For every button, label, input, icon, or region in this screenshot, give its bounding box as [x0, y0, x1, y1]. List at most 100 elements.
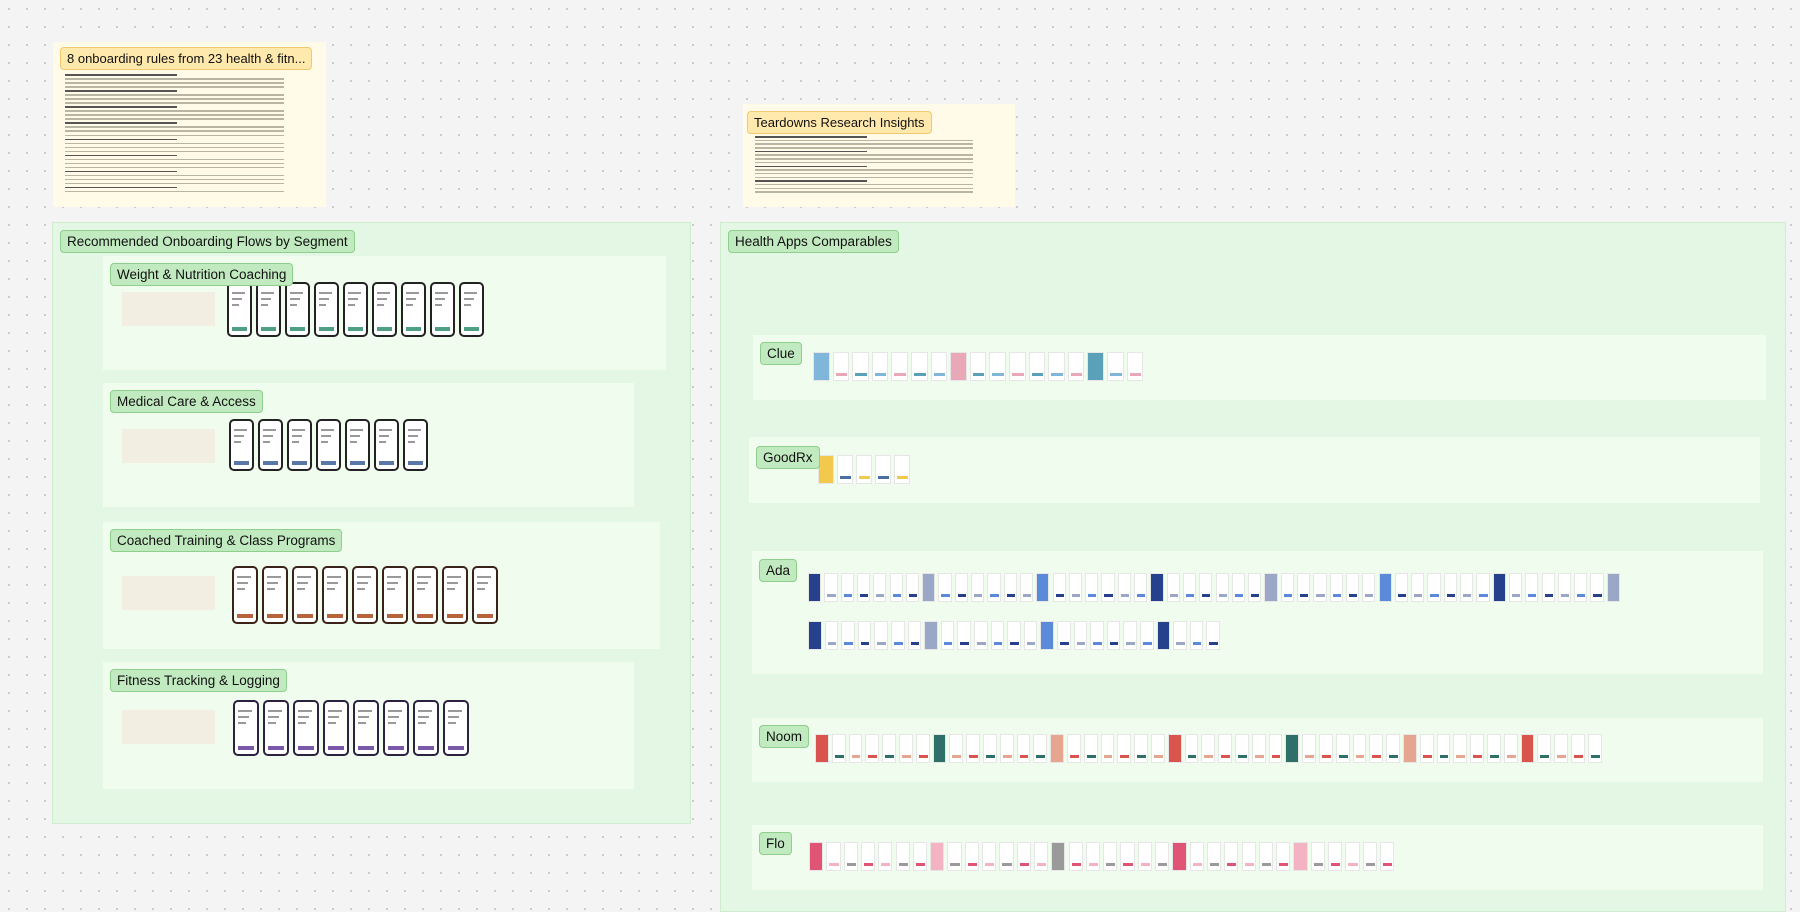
app-screenshot [1167, 734, 1182, 763]
phone-screen [443, 700, 469, 756]
phone-text [298, 710, 312, 712]
phone-button [298, 746, 314, 750]
note-text-line [65, 122, 178, 124]
phone-text [387, 588, 395, 590]
app-screenshot [1218, 734, 1232, 763]
group-title[interactable]: GoodRx [756, 446, 820, 469]
group-title[interactable]: Weight & Nutrition Coaching [110, 263, 294, 286]
phone-text [408, 441, 415, 443]
note-text-line [65, 134, 285, 136]
phone-button [447, 614, 463, 618]
app-screenshot [912, 842, 928, 871]
app-screenshot [852, 352, 869, 381]
app-screenshot [999, 842, 1014, 871]
thumb-accent [1422, 755, 1432, 758]
phone-text [238, 722, 246, 724]
phone-text [477, 588, 485, 590]
app-screenshot [1241, 842, 1256, 871]
phone-text [377, 304, 384, 306]
phone-text [350, 435, 360, 437]
phone-screen [227, 282, 252, 337]
app-screenshot [813, 352, 830, 381]
thumb-accent [846, 863, 856, 866]
thumb-accent [1218, 594, 1227, 597]
phone-text [435, 298, 445, 300]
app-screenshot [971, 573, 985, 602]
group-title[interactable]: Flo [759, 832, 792, 855]
note-text-line [755, 183, 974, 186]
app-screenshot [990, 621, 1005, 650]
phone-text [327, 588, 335, 590]
app-screenshot [1166, 573, 1180, 602]
phone-screen [314, 282, 339, 337]
thumb-accent [1187, 755, 1197, 758]
group-title[interactable]: Ada [759, 559, 798, 582]
phone-text [447, 576, 461, 578]
app-screenshot [1189, 621, 1204, 650]
group-title[interactable]: Coached Training & Class Programs [110, 529, 343, 552]
app-screenshot [1574, 573, 1588, 602]
app-screenshot [922, 573, 936, 602]
thumb-accent [1031, 373, 1044, 376]
phone-screen [293, 700, 319, 756]
thumb-accent [969, 755, 978, 758]
app-screenshot [1285, 734, 1300, 763]
app-screenshot [873, 573, 887, 602]
phone-text [261, 292, 274, 294]
phone-button [448, 746, 464, 750]
app-screenshot [1215, 573, 1229, 602]
phone-button [290, 327, 305, 331]
thumb-accent [829, 863, 839, 866]
section-title[interactable]: Health Apps Comparables [728, 230, 899, 253]
thumb-accent [840, 476, 851, 479]
thumb-accent [992, 373, 1004, 376]
thumb-accent [876, 594, 885, 597]
thumb-accent [1540, 755, 1550, 758]
note-title[interactable]: Teardowns Research Insights [747, 111, 932, 134]
phone-text [418, 722, 426, 724]
app-screenshot [1302, 734, 1316, 763]
phone-text [290, 304, 297, 306]
phone-screen [403, 419, 428, 471]
phone-button [418, 746, 434, 750]
phone-text [328, 710, 342, 712]
note-text-line [65, 142, 285, 145]
note-text-line [755, 191, 974, 193]
thumb-accent [1209, 642, 1218, 645]
thumb-accent [1137, 594, 1146, 597]
phone-screen [430, 282, 455, 337]
phone-text [298, 716, 309, 718]
group-title[interactable]: Medical Care & Access [110, 390, 263, 413]
app-screenshot [1297, 573, 1311, 602]
group-title[interactable]: Fitness Tracking & Logging [110, 669, 287, 692]
thumb-accent [1365, 594, 1374, 597]
phone-text [435, 304, 442, 306]
group-title[interactable]: Noom [759, 725, 810, 748]
app-screenshot [865, 734, 880, 763]
thumb-accent [1070, 373, 1083, 376]
phone-text [348, 298, 358, 300]
phone-text [292, 429, 305, 431]
note-text-line [65, 166, 285, 169]
app-screenshot [1427, 573, 1441, 602]
thumb-accent [1019, 863, 1029, 866]
thumb-accent [1169, 594, 1178, 597]
app-screenshot [889, 573, 903, 602]
app-screenshot [809, 842, 824, 871]
phone-text [417, 582, 428, 584]
thumb-accent [811, 642, 820, 645]
group-title[interactable]: Clue [760, 342, 802, 365]
phone-button [328, 746, 344, 750]
app-screenshot [1460, 573, 1474, 602]
thumb-accent [1204, 755, 1214, 758]
app-screenshot [1028, 352, 1046, 381]
app-screenshot [1335, 734, 1350, 763]
section-title[interactable]: Recommended Onboarding Flows by Segment [60, 230, 355, 253]
thumb-accent [1209, 863, 1220, 866]
thumb-accent [835, 373, 848, 376]
app-screenshot [894, 455, 910, 484]
app-screenshot [815, 734, 829, 763]
app-screenshot [1201, 734, 1216, 763]
note-title[interactable]: 8 onboarding rules from 23 health & fitn… [60, 47, 313, 70]
thumb-accent [1126, 642, 1135, 645]
